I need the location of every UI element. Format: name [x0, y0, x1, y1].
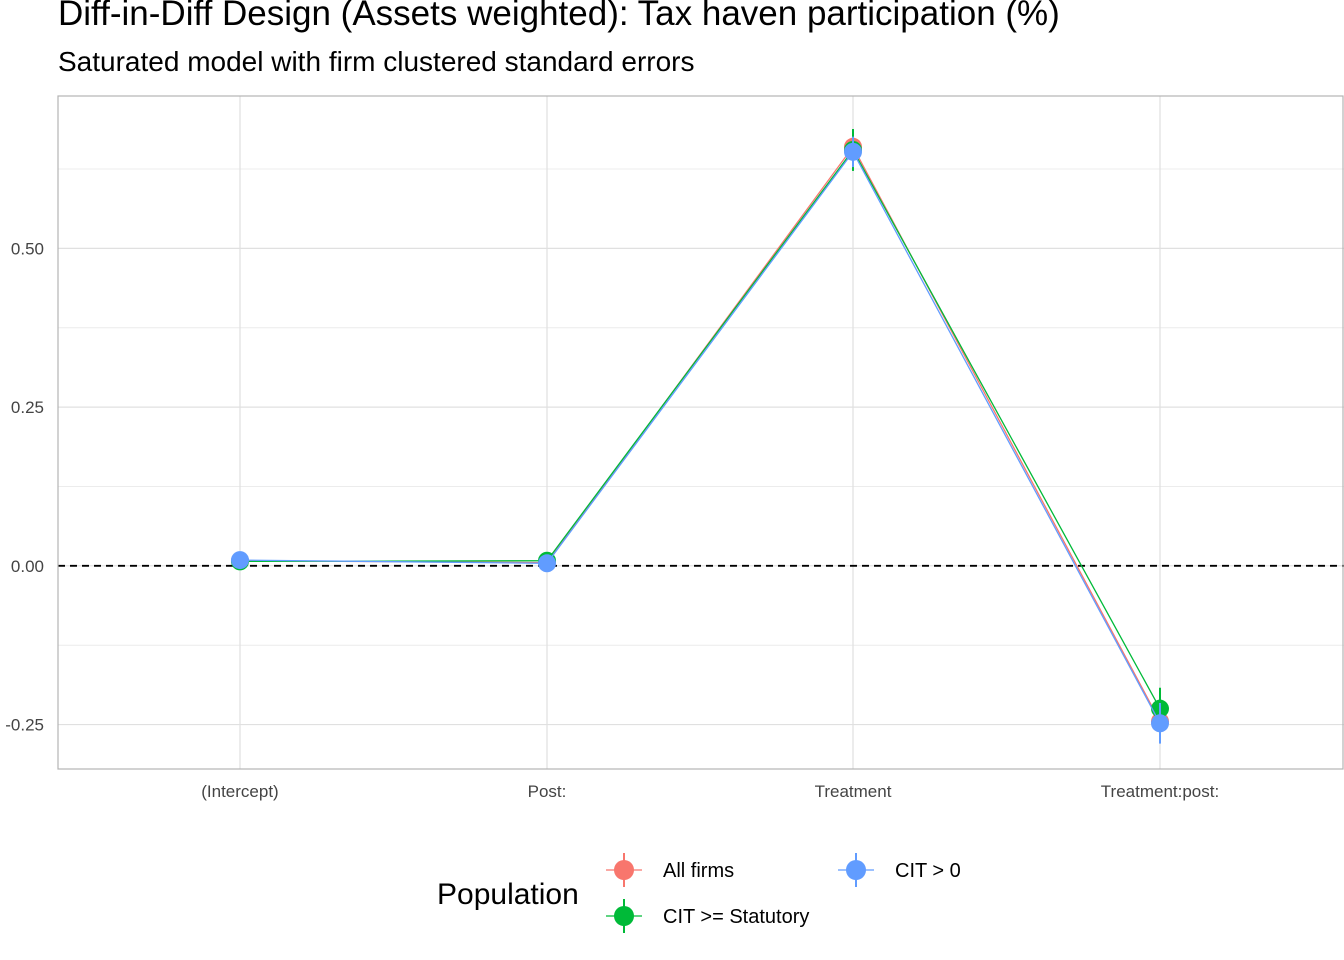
x-tick-label: Treatment	[815, 782, 892, 801]
axis-layer: -0.25 0.00 0.25 0.50 (Intercept) Post: Treatme…	[5, 239, 1219, 801]
series-cit-0	[231, 136, 1169, 744]
data-point	[844, 142, 862, 161]
series-cit-statutory	[231, 129, 1169, 730]
chart-subtitle: Saturated model with firm clustered stan…	[58, 46, 695, 77]
legend-key-point	[846, 860, 866, 880]
legend-key-cit-statutory: CIT >= Statutory	[606, 899, 809, 933]
x-tick-label: Treatment:post:	[1101, 782, 1219, 801]
x-tick-label: (Intercept)	[201, 782, 278, 801]
legend-key-point	[614, 906, 634, 926]
panel-border	[57, 95, 1344, 770]
y-tick-label: 0.00	[11, 557, 44, 576]
series-line	[239, 150, 1161, 724]
y-tick-label: 0.25	[11, 398, 44, 417]
series-layer	[231, 129, 1169, 744]
grid-layer	[58, 96, 1344, 769]
legend-key-point	[614, 860, 634, 880]
legend-key-cit-0: CIT > 0	[838, 853, 961, 887]
y-tick-label: -0.25	[5, 716, 44, 735]
legend: Population All firms CIT >= Statutory CIT …	[437, 853, 961, 933]
legend-label: All firms	[663, 860, 734, 882]
chart-title: Diff-in-Diff Design (Assets weighted): T…	[58, 0, 1060, 33]
series-line	[239, 145, 1161, 722]
data-point	[538, 554, 556, 573]
data-point	[1151, 714, 1169, 733]
series-all-firms	[231, 130, 1169, 738]
legend-key-all-firms: All firms	[606, 853, 734, 887]
y-tick-label: 0.50	[11, 239, 44, 258]
legend-label: CIT > 0	[895, 860, 961, 882]
legend-title: Population	[437, 878, 579, 911]
x-tick-label: Post:	[528, 782, 567, 801]
series-line	[239, 148, 1161, 709]
data-point	[231, 551, 249, 570]
legend-label: CIT >= Statutory	[663, 906, 809, 928]
